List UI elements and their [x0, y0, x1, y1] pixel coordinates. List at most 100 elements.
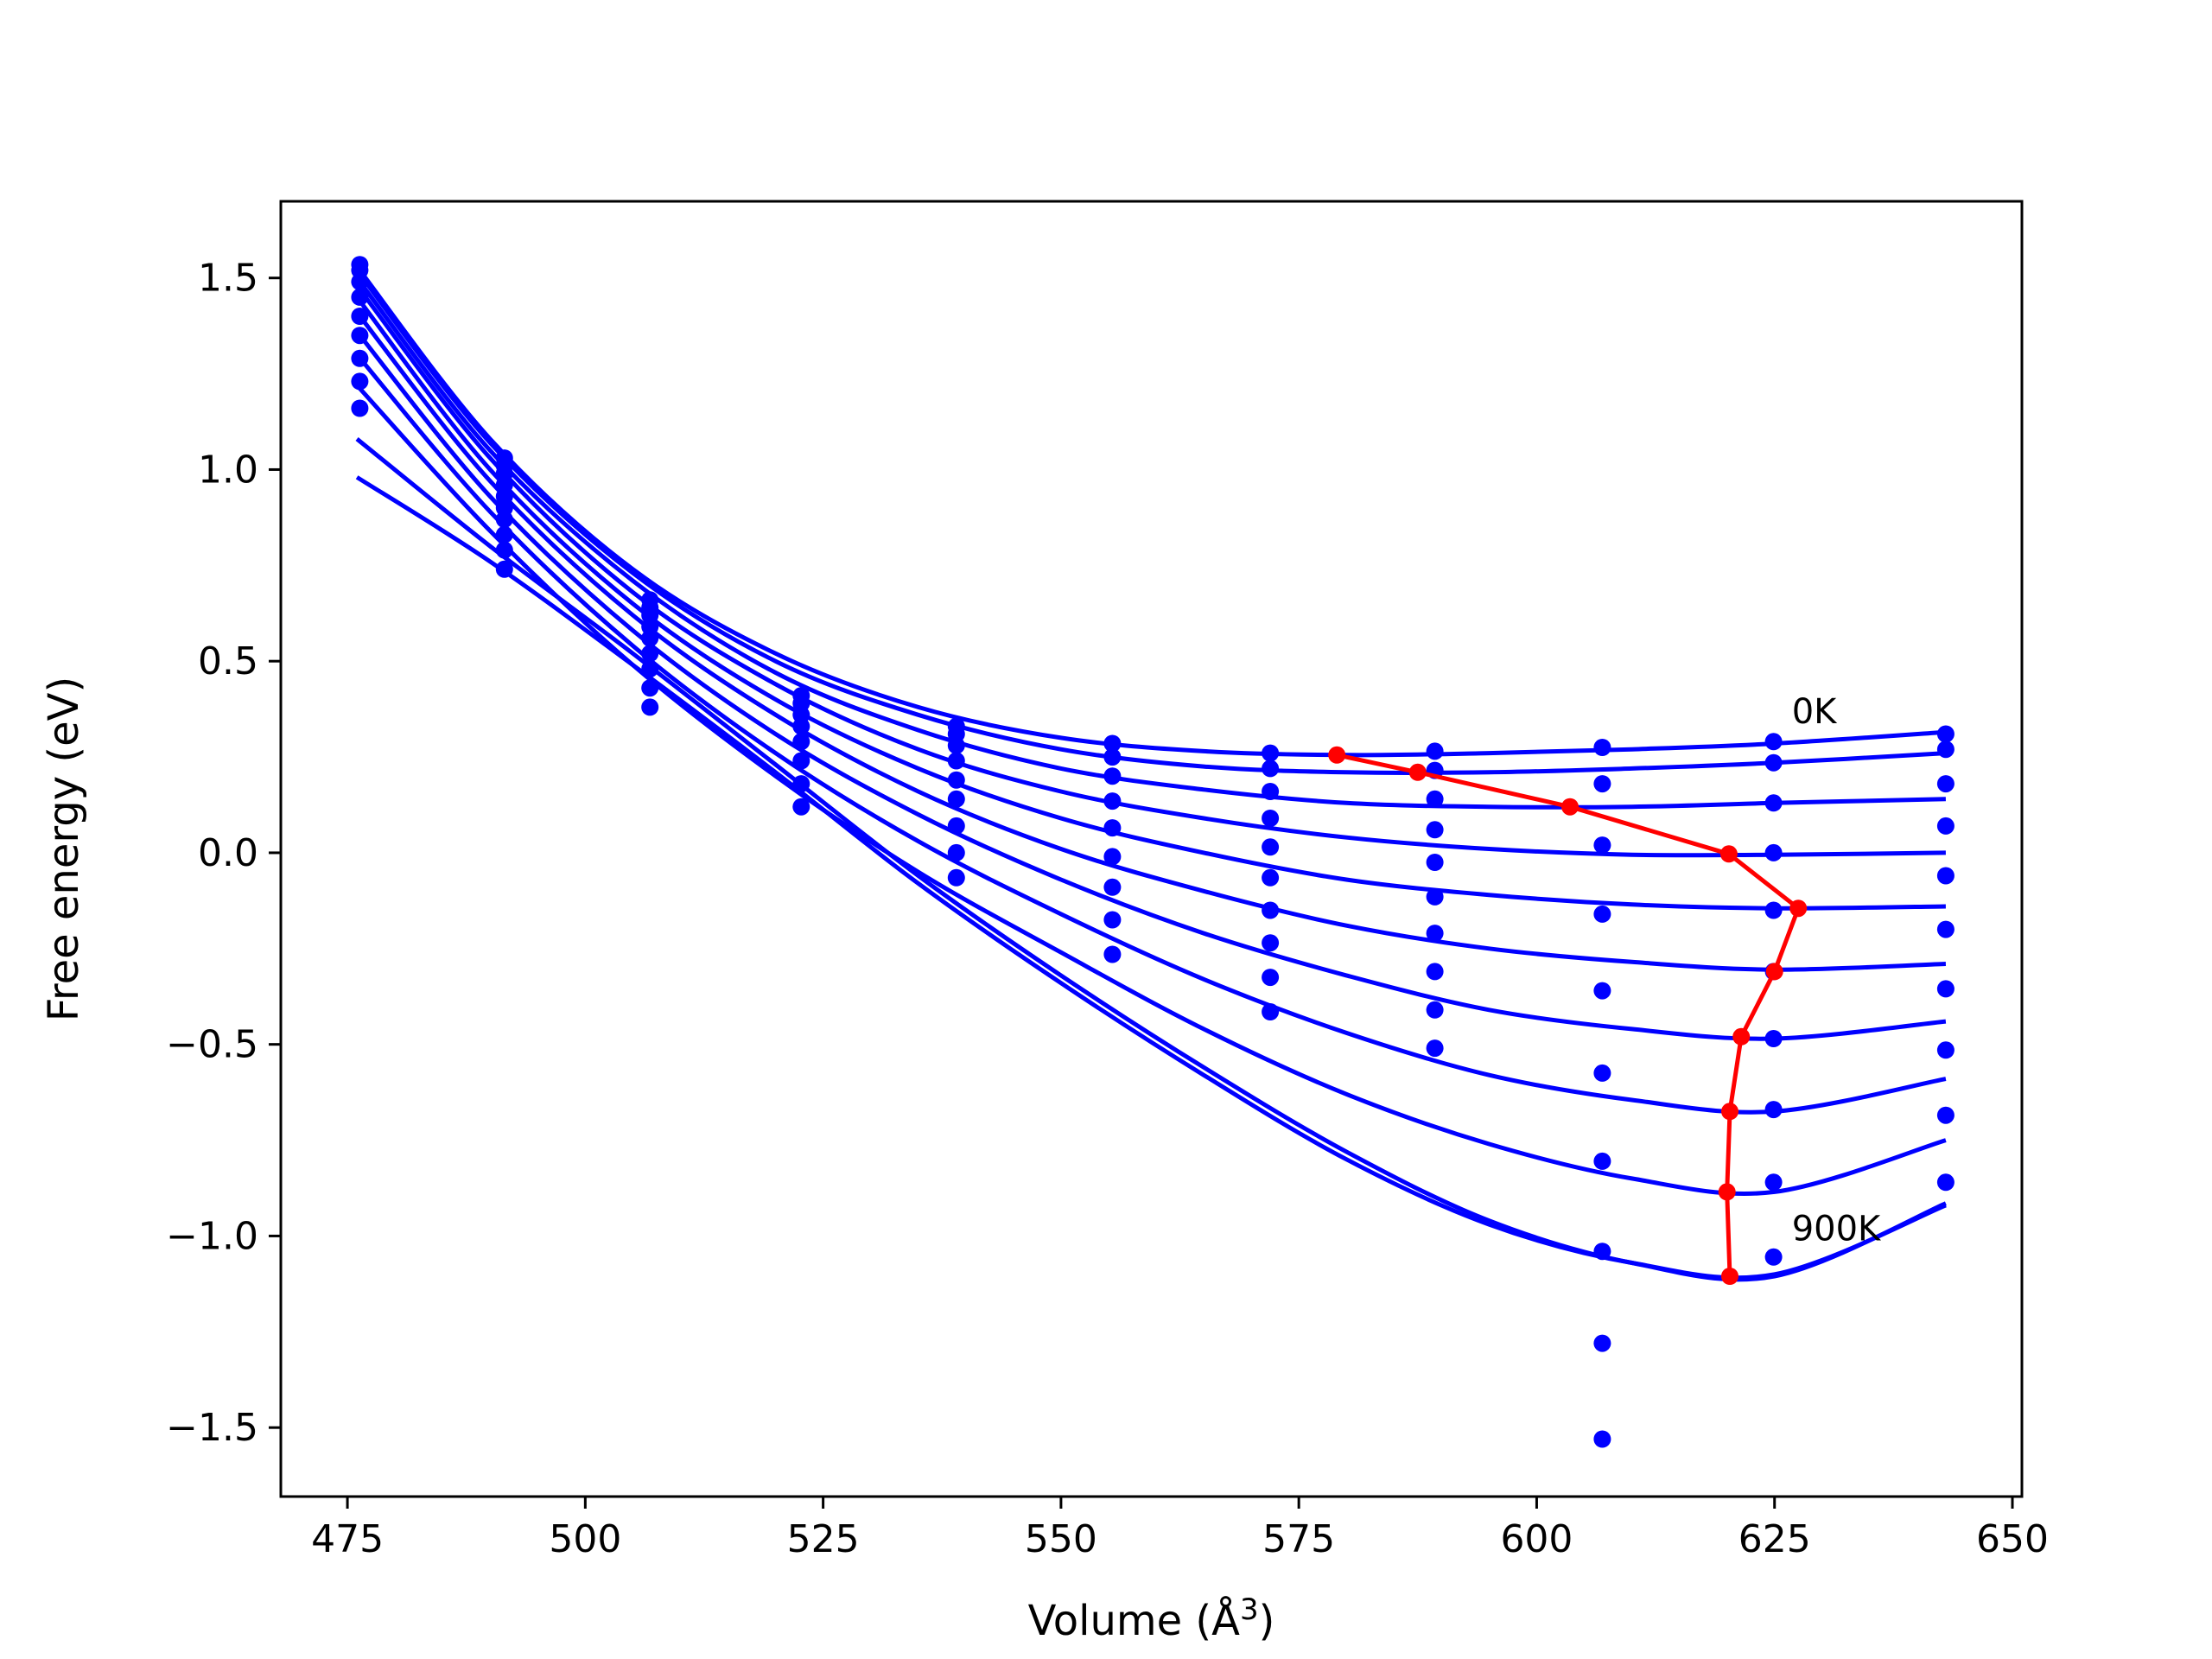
data-point [947, 771, 965, 789]
data-point [351, 349, 369, 367]
data-point [1103, 878, 1122, 896]
y-tick-label: 1.5 [198, 257, 258, 301]
x-tick-label: 600 [1500, 1517, 1573, 1561]
y-tick-label: −0.5 [166, 1023, 258, 1067]
y-tick-label: −1.5 [166, 1406, 258, 1450]
data-point [1936, 775, 1955, 793]
fitted-curve-10 [355, 475, 1947, 1281]
fitted-curve-7 [355, 353, 1947, 1115]
data-points [351, 256, 1955, 1448]
data-point [1936, 817, 1955, 835]
fitted-curve-1 [355, 269, 1947, 775]
data-point [1593, 775, 1611, 793]
data-point [641, 629, 659, 647]
data-point [792, 798, 810, 816]
data-point [1593, 982, 1611, 1000]
data-point [1593, 905, 1611, 923]
data-point [1103, 911, 1122, 929]
data-point [351, 273, 369, 291]
data-point [351, 327, 369, 345]
x-axis-ticks: 475 500 525 550 575 600 625 650 [311, 1497, 2049, 1561]
data-point [1764, 1248, 1783, 1266]
data-point [1936, 867, 1955, 885]
data-point [1262, 744, 1280, 762]
y-tick-label: 0.5 [198, 639, 258, 683]
data-point [1764, 733, 1783, 751]
data-point [495, 560, 513, 578]
data-point [1262, 838, 1280, 856]
x-axis-label-end: ) [1259, 1597, 1275, 1645]
data-point [1426, 854, 1444, 871]
data-point [1426, 790, 1444, 808]
fitted-curve-2 [355, 276, 1946, 810]
data-point [495, 511, 513, 529]
annotations: 0K 900K [1792, 692, 1882, 1249]
data-point [792, 717, 810, 735]
data-point [947, 736, 965, 754]
data-point [1936, 725, 1955, 743]
data-point [495, 541, 513, 559]
x-axis-label-sup: 3 [1240, 1592, 1259, 1627]
x-tick-label: 550 [1025, 1517, 1097, 1561]
data-point [1593, 1064, 1611, 1082]
data-point [1262, 1003, 1280, 1020]
minima-point [1721, 1268, 1738, 1285]
data-point [495, 525, 513, 543]
data-point [641, 645, 659, 663]
minima-point [1561, 798, 1579, 816]
data-point [1103, 767, 1122, 785]
x-tick-label: 500 [549, 1517, 621, 1561]
x-tick-label: 575 [1262, 1517, 1335, 1561]
minima-point [1718, 1183, 1736, 1201]
minima-point [1719, 845, 1738, 863]
minima-point [1721, 1103, 1738, 1121]
minima-point [1732, 1027, 1751, 1046]
data-point [947, 868, 965, 887]
data-point [1426, 925, 1444, 943]
fitted-curves [355, 264, 1947, 1282]
data-point [1936, 1041, 1955, 1059]
y-tick-label: 1.0 [198, 448, 258, 492]
data-point [1262, 901, 1280, 919]
data-point [1593, 739, 1611, 756]
minima-series [1328, 746, 1808, 1285]
data-point [641, 698, 659, 716]
x-tick-label: 475 [311, 1517, 384, 1561]
data-point [1103, 748, 1122, 766]
minima-point [1328, 746, 1346, 764]
data-point [1426, 742, 1444, 760]
data-point [1103, 734, 1122, 753]
data-point [1262, 810, 1280, 827]
fitted-curve-6 [355, 330, 1947, 1041]
data-point [1593, 836, 1611, 855]
data-point [351, 288, 369, 306]
data-point [351, 308, 369, 325]
fitted-curve-0 [355, 264, 1947, 758]
data-point [1764, 794, 1783, 812]
data-point [1764, 1030, 1783, 1047]
data-point [1936, 920, 1955, 938]
x-axis-label: Volume (Å3) [1028, 1592, 1275, 1645]
x-axis-label-main: Volume (Å [1028, 1596, 1241, 1645]
data-point [1426, 1039, 1444, 1058]
data-point [1936, 741, 1955, 759]
data-point [351, 399, 369, 417]
minima-point [1765, 963, 1783, 981]
minima-point [1408, 763, 1427, 781]
y-tick-label: −1.0 [166, 1214, 258, 1258]
x-tick-label: 525 [787, 1517, 860, 1561]
data-point [1764, 753, 1783, 772]
x-tick-label: 625 [1738, 1517, 1811, 1561]
y-axis-ticks: 1.5 1.0 0.5 0.0 −0.5 −1.0 −1.5 [166, 257, 281, 1450]
data-point [1764, 843, 1783, 861]
fitted-curve-4 [355, 296, 1946, 911]
y-axis-label: Free energy (eV) [40, 677, 88, 1021]
data-point [1764, 901, 1783, 919]
data-point [1593, 1152, 1611, 1170]
data-point [1103, 848, 1122, 866]
data-point [1262, 934, 1280, 952]
data-point [1103, 792, 1122, 810]
data-point [1426, 963, 1444, 981]
data-point [947, 843, 965, 861]
data-point [1426, 887, 1444, 906]
